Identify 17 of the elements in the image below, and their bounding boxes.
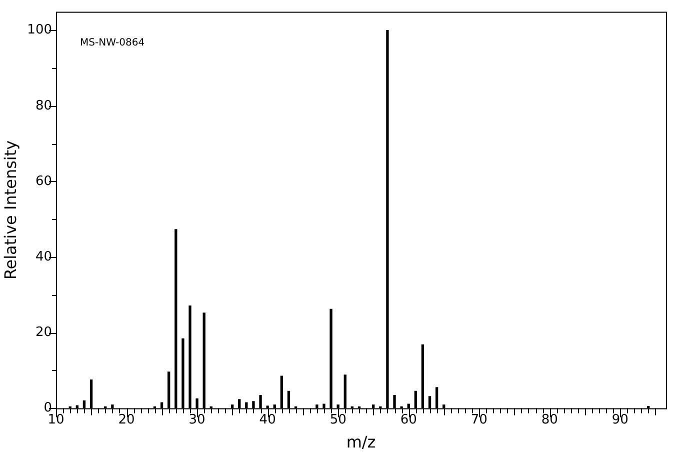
x-tick-label: 70 bbox=[470, 412, 488, 428]
x-tick-label: 80 bbox=[541, 412, 558, 428]
x-tick-label: 50 bbox=[330, 412, 346, 428]
x-axis-title: m/z bbox=[346, 432, 376, 452]
y-tick-label: 80 bbox=[35, 98, 52, 114]
annotation: MS-NW-0864 bbox=[80, 37, 145, 48]
y-tick-label: 40 bbox=[35, 249, 52, 264]
x-tick-label: 20 bbox=[118, 412, 135, 428]
y-tick-label: 20 bbox=[35, 325, 52, 340]
x-tick-label: 30 bbox=[188, 412, 206, 428]
x-tick-label: 90 bbox=[612, 412, 628, 428]
y-tick-label: 100 bbox=[27, 22, 52, 38]
y-axis-title: Relative Intensity bbox=[0, 140, 20, 280]
x-tick-label: 40 bbox=[259, 412, 276, 428]
y-tick-label: 60 bbox=[35, 174, 52, 189]
x-tick-label: 10 bbox=[48, 412, 64, 428]
x-tick-label: 60 bbox=[400, 412, 417, 428]
